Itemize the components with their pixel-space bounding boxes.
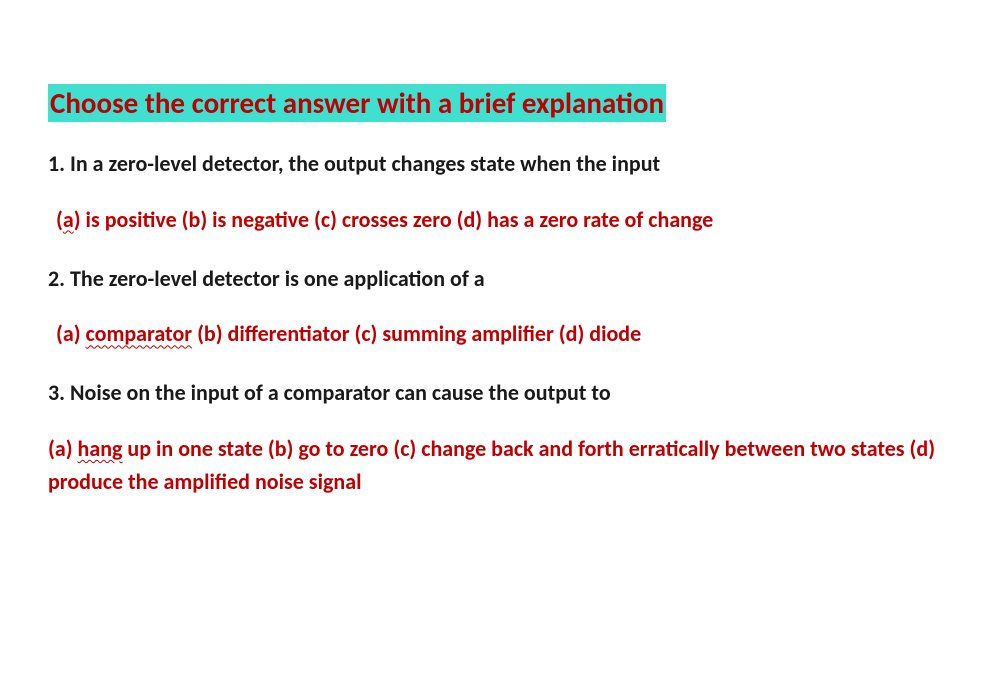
q2-opt-word: comparator [86,320,193,347]
page-heading: Choose the correct answer with a brief e… [48,85,944,121]
question-3: 3. Noise on the input of a comparator ca… [48,378,944,408]
q2-opt-post: (b) differentiator (c) summing amplifier… [192,320,641,347]
q3-opt-word: hang [78,435,123,462]
q1-opt-letter: a [63,206,74,233]
q2-opt-pre: (a) [56,320,86,347]
q3-opt-pre: (a) [48,435,78,462]
question-2: 2. The zero-level detector is one applic… [48,264,944,294]
question-3-options: (a) hang up in one state (b) go to zero … [48,432,944,498]
q1-opt-post: ) is positive (b) is negative (c) crosse… [74,206,714,233]
question-1-options: (a) is positive (b) is negative (c) cros… [48,203,944,236]
q1-opt-pre: ( [56,206,63,233]
question-2-options: (a) comparator (b) differentiator (c) su… [48,317,944,350]
q3-opt-post: up in one state (b) go to zero (c) chang… [48,435,935,495]
question-1: 1. In a zero-level detector, the output … [48,149,944,179]
heading-text: Choose the correct answer with a brief e… [48,84,666,122]
